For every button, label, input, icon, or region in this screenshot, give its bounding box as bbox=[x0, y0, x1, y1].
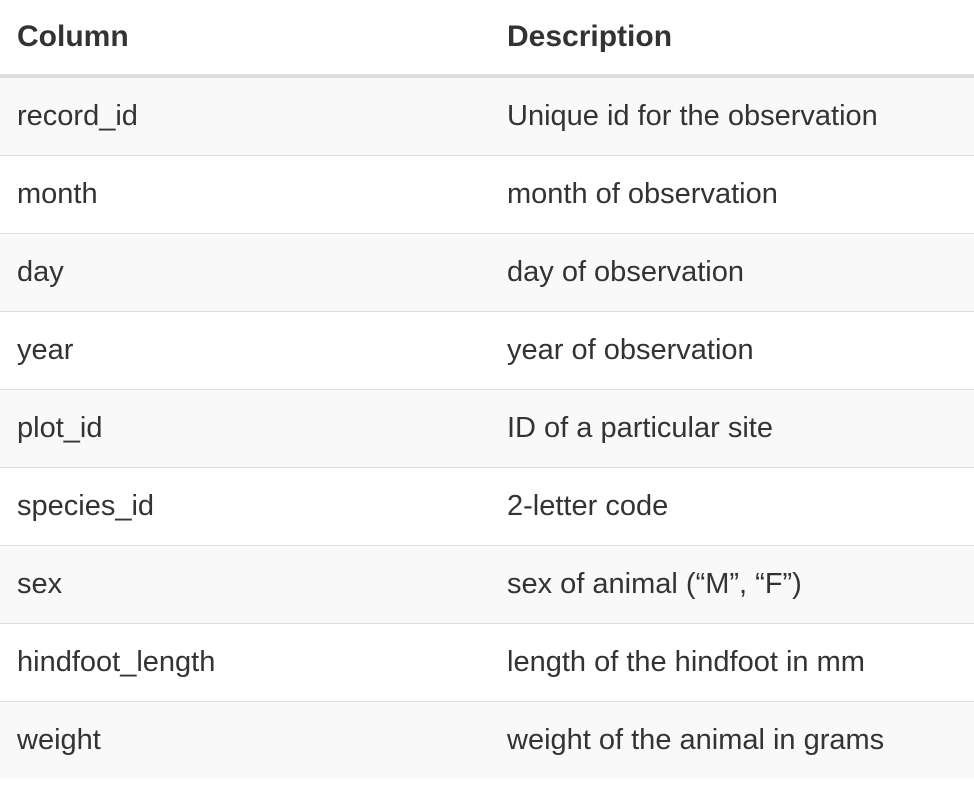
description-cell: 2-letter code bbox=[490, 467, 974, 546]
table-row: species_id 2-letter code bbox=[0, 467, 974, 546]
column-name-cell: weight bbox=[17, 723, 101, 756]
description-header: Description bbox=[490, 0, 974, 78]
table-row: month month of observation bbox=[0, 155, 974, 234]
table-row: plot_id ID of a particular site bbox=[0, 389, 974, 468]
description-cell: year of observation bbox=[490, 311, 974, 390]
column-name-cell: year bbox=[0, 311, 490, 390]
table-row: hindfoot_length length of the hindfoot i… bbox=[0, 623, 974, 702]
description-cell: weight of the animal in grams bbox=[507, 723, 885, 756]
table-row: weight weight of the animal in grams bbox=[0, 701, 974, 778]
column-name-cell: species_id bbox=[0, 467, 490, 546]
table-header-row: Column Description bbox=[0, 0, 974, 78]
column-name-cell: month bbox=[0, 155, 490, 234]
description-cell: length of the hindfoot in mm bbox=[490, 623, 974, 702]
column-name-cell: day bbox=[0, 233, 490, 312]
table-row: record_id Unique id for the observation bbox=[0, 76, 974, 156]
column-name-cell: plot_id bbox=[0, 389, 490, 468]
column-name-cell: sex bbox=[0, 545, 490, 624]
description-cell: month of observation bbox=[490, 155, 974, 234]
column-name-cell: record_id bbox=[0, 76, 490, 156]
description-cell: ID of a particular site bbox=[490, 389, 974, 468]
description-cell: Unique id for the observation bbox=[490, 76, 974, 156]
table-row: sex sex of animal (“M”, “F”) bbox=[0, 545, 974, 624]
description-cell: sex of animal (“M”, “F”) bbox=[490, 545, 974, 624]
table-row: day day of observation bbox=[0, 233, 974, 312]
table-row: year year of observation bbox=[0, 311, 974, 390]
column-name-cell: hindfoot_length bbox=[0, 623, 490, 702]
description-cell: day of observation bbox=[490, 233, 974, 312]
column-header: Column bbox=[0, 0, 490, 78]
